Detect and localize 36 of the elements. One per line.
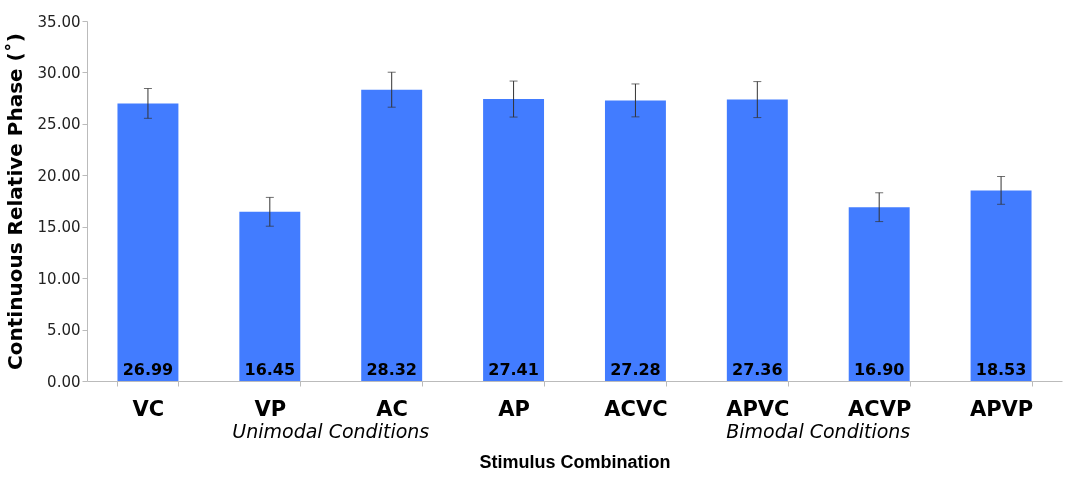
data-label: 27.36 xyxy=(732,360,783,379)
bar xyxy=(361,89,423,381)
bar xyxy=(726,99,788,381)
y-tick-label: 35.00 xyxy=(37,12,81,31)
text: Unimodal Conditions xyxy=(232,420,430,442)
data-label: 28.32 xyxy=(366,360,417,379)
y-axis-title: Continuous Relative Phase (˚) xyxy=(2,33,27,370)
bar xyxy=(848,207,910,381)
x-tick-label: AC xyxy=(376,396,409,421)
data-label: 27.41 xyxy=(488,360,539,379)
y-tick-label: 15.00 xyxy=(37,218,81,237)
y-tick-label: 25.00 xyxy=(37,115,81,134)
data-label: 27.28 xyxy=(610,360,661,379)
bar xyxy=(239,211,301,381)
y-tick-label: 10.00 xyxy=(37,269,81,288)
x-tick-label: APVP xyxy=(969,396,1034,421)
text: Bimodal Conditions xyxy=(726,420,911,442)
data-label: 18.53 xyxy=(975,360,1027,379)
bar xyxy=(117,103,179,381)
x-tick-label: APVC xyxy=(726,396,790,421)
data-label: 16.45 xyxy=(244,360,296,379)
data-label: 16.90 xyxy=(853,360,905,379)
bar xyxy=(970,190,1032,381)
y-tick-label: 30.00 xyxy=(37,63,81,82)
x-axis-title: Stimulus Combination xyxy=(479,451,671,472)
y-tick-label: 5.00 xyxy=(47,321,81,340)
x-tick-label: ACVP xyxy=(848,396,912,421)
x-tick-label: VC xyxy=(132,396,165,421)
bar xyxy=(483,99,545,381)
y-tick-label: 20.00 xyxy=(37,166,81,185)
data-label: 26.99 xyxy=(122,360,174,379)
x-tick-label: AP xyxy=(498,396,530,421)
bar xyxy=(604,100,666,381)
y-tick-label: 0.00 xyxy=(47,372,81,391)
x-tick-label: ACVC xyxy=(604,396,668,421)
x-tick-label: VP xyxy=(254,396,287,421)
